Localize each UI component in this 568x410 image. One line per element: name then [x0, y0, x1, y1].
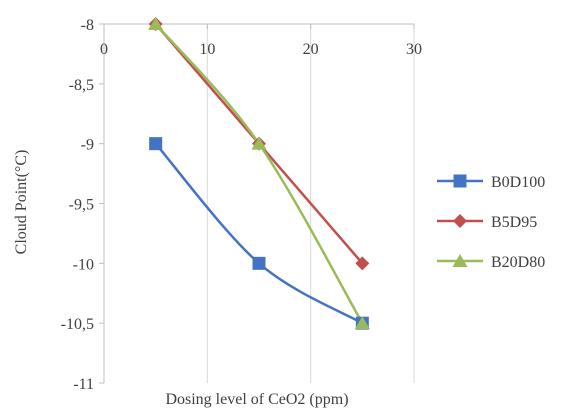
legend: B0D100 B5D95 B20D80: [437, 174, 545, 271]
y-tick-label: -9,5: [69, 197, 94, 214]
y-axis-title: Cloud Point(°C): [13, 150, 30, 255]
series-line-B20D80: [154, 23, 364, 324]
x-tick-label: 20: [303, 41, 319, 58]
y-tick-label: -8: [81, 17, 94, 34]
y-tick-label: -9: [81, 137, 94, 154]
y-tick-label: -10,5: [61, 316, 94, 333]
series-markers: [148, 17, 370, 330]
y-tick-label: -10: [73, 256, 94, 273]
legend-marker-B0D100: [453, 174, 467, 188]
legend-marker-B5D95: [453, 214, 467, 228]
series-line-B0D100: [154, 142, 363, 325]
legend-label-B5D95: B5D95: [491, 214, 537, 231]
x-axis-title: Dosing level of CeO2 (ppm): [165, 391, 348, 408]
x-tick-labels: 0 10 20 30: [100, 41, 422, 58]
legend-label-B0D100: B0D100: [491, 174, 545, 191]
data-point-B0D100: [252, 256, 266, 270]
data-point-B20D80: [251, 136, 267, 150]
y-tick-label: -8,5: [69, 77, 94, 94]
data-point-B5D95: [355, 256, 370, 271]
data-point-B0D100: [149, 137, 163, 151]
x-tick-label: 10: [199, 41, 215, 58]
y-tick-label: -11: [73, 376, 94, 393]
legend-marker-B20D80: [452, 254, 468, 267]
y-tick-labels: -8 -8,5 -9 -9,5 -10 -10,5 -11: [61, 17, 94, 393]
x-tick-label: 30: [406, 41, 422, 58]
data-point-B20D80: [354, 316, 370, 330]
legend-label-B20D80: B20D80: [491, 254, 545, 271]
x-tick-label: 0: [100, 41, 108, 58]
series-lines: [154, 23, 364, 325]
data-point-B20D80: [148, 17, 164, 30]
